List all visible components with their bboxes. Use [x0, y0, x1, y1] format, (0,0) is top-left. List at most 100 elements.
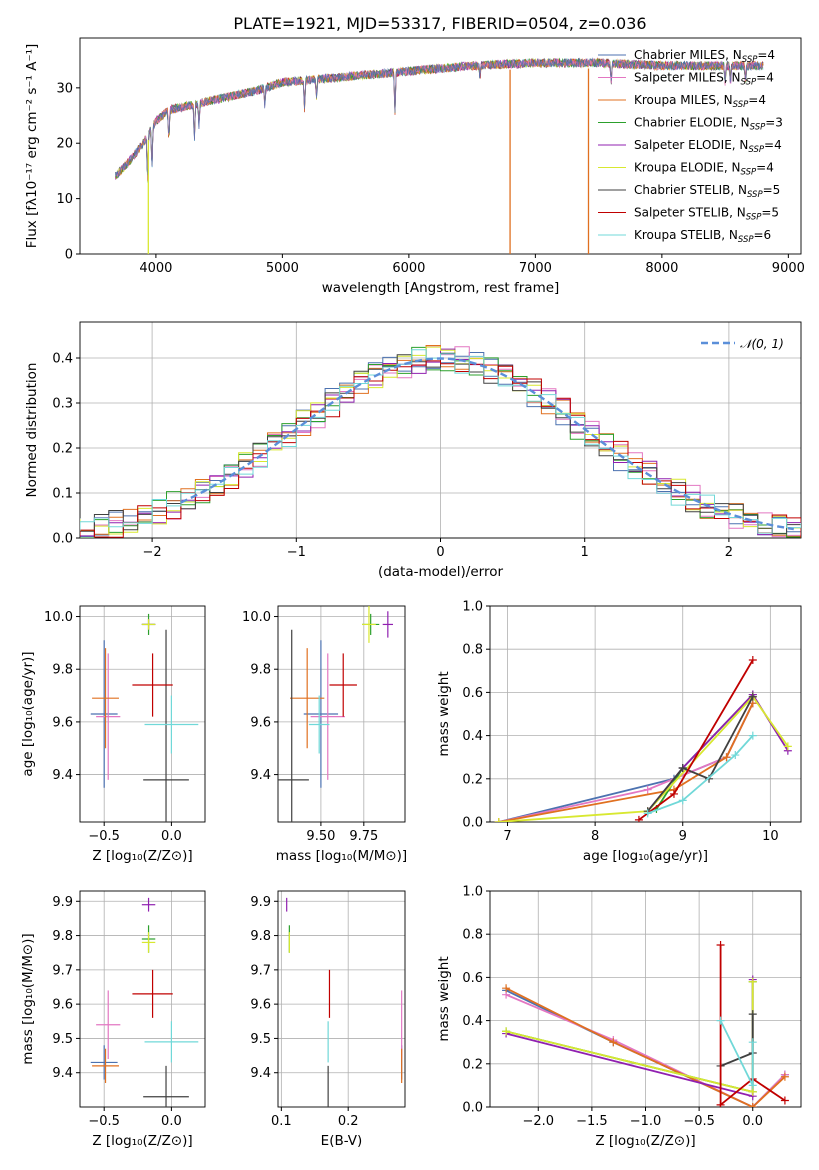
x-axis-label: (data-model)/error — [378, 564, 504, 580]
weight-marker-salpeter_stelib — [748, 656, 757, 664]
x-tick-label: 9.50 — [306, 829, 335, 844]
axes-frame — [79, 605, 206, 823]
weight-marker-kroupa_miles — [722, 753, 731, 762]
x-axis-label: wavelength [Angstrom, rest frame] — [322, 280, 560, 296]
y-tick-label: 1.0 — [462, 600, 483, 615]
legend-entry: Kroupa ELODIE, NSSP=4 — [634, 161, 774, 178]
legend-sub: SSP — [750, 123, 766, 133]
age_vs_mass-axes: 9.50 9.75 9.4 9.6 9.8 10.0 mass [log₁₀(M/M⊙)] — [242, 605, 407, 864]
y-tick-label: 30 — [56, 81, 73, 96]
y-tick-label: 0 — [65, 248, 73, 263]
weight-marker-salpeter_miles — [643, 785, 652, 794]
x-tick-label: 8000 — [645, 261, 678, 276]
legend-label: Salpeter ELODIE, N — [634, 138, 748, 152]
legend-tail: =6 — [754, 228, 772, 242]
y-tick-label: 9.6 — [52, 715, 73, 730]
x-tick-label: −1 — [287, 545, 306, 560]
legend-label: Salpeter STELIB, N — [634, 206, 746, 220]
y-tick-label: 9.8 — [52, 929, 73, 944]
legend-sub: SSP — [741, 78, 757, 88]
x-tick-label: −1.0 — [630, 1114, 662, 1129]
age_vs_mass-plot — [278, 606, 393, 822]
x-tick-label: 0.2 — [338, 1114, 359, 1129]
weight-line-salpeter_stelib — [719, 945, 786, 1107]
x-tick-label: 9.75 — [349, 829, 378, 844]
axes-frame — [277, 605, 406, 823]
axes-frame — [79, 890, 206, 1108]
x-tick-label: −1.5 — [576, 1114, 608, 1129]
x-tick-label: 0.1 — [271, 1114, 292, 1129]
y-tick-label: 9.4 — [52, 768, 73, 783]
weight-marker-chabrier_stelib — [748, 692, 757, 701]
weight-marker-kroupa_stelib — [748, 731, 757, 740]
x-tick-label: 7 — [503, 829, 511, 844]
mass_vs_ebv-axes: 0.1 0.2 9.4 9.5 9.6 9.7 9.8 9.9 E(B-V) — [250, 890, 406, 1149]
y-tick-label: 0.4 — [462, 729, 483, 744]
legend-label: Chabrier MILES, N — [634, 48, 742, 62]
mass_vs_Z-axes: −0.5 0.0 9.4 9.5 9.6 9.7 9.8 9.9 Z [log₁₀(Z/Z⊙)]… — [20, 890, 206, 1149]
weight-line-chabrier_stelib — [720, 1014, 754, 1067]
weight-line-salpeter_elodie — [505, 979, 754, 1098]
weight_vs_Z-plot — [502, 941, 789, 1107]
y-axis-label: age [log₁₀(age/yr)] — [20, 651, 36, 776]
y-tick-label: 0.2 — [462, 1057, 483, 1072]
legend-tail: =4 — [748, 93, 766, 107]
y-tick-label: 1.0 — [462, 885, 483, 900]
legend-tail: =5 — [761, 206, 779, 220]
x-tick-label: −2.0 — [522, 1114, 554, 1129]
y-tick-label: 9.9 — [250, 895, 271, 910]
x-tick-label: 0.0 — [161, 829, 182, 844]
residuals-axes: −2 −1 0 1 2 0.0 0.1 0.2 0.3 0.4 (data-model)/error… — [24, 321, 802, 580]
weight-line-kroupa_miles — [498, 702, 754, 822]
weight-marker-kroupa_elodie — [783, 742, 792, 751]
y-tick-label: 10.0 — [44, 610, 73, 625]
y-tick-label: 0.6 — [462, 686, 483, 701]
x-axis-label: mass [log₁₀(M/M⊙)] — [276, 848, 407, 864]
axes-frame — [79, 321, 802, 539]
y-tick-label: 0.2 — [462, 772, 483, 787]
y-tick-label: 0.4 — [462, 1014, 483, 1029]
y-tick-label: 9.7 — [250, 963, 271, 978]
y-tick-label: 9.8 — [52, 663, 73, 678]
y-tick-label: 9.6 — [52, 998, 73, 1013]
weight-marker-kroupa_stelib — [716, 1016, 725, 1025]
legend-entry: Salpeter MILES, NSSP=4 — [634, 71, 774, 88]
legend-sub: SSP — [748, 145, 764, 155]
y-tick-label: 9.7 — [52, 963, 73, 978]
weight-marker-kroupa_stelib — [643, 809, 652, 818]
x-tick-label: 5000 — [266, 261, 299, 276]
spectrum-line-chabrier_miles — [115, 57, 764, 178]
weight-marker-kroupa_miles — [748, 1103, 757, 1107]
y-axis-label: mass weight — [436, 956, 452, 1041]
weight-marker-kroupa_stelib — [678, 796, 687, 805]
x-tick-label: −0.5 — [88, 1114, 120, 1129]
weight-marker-salpeter_stelib — [716, 941, 725, 949]
legend-tail: =3 — [765, 116, 783, 130]
y-tick-label: 9.4 — [52, 1066, 73, 1081]
weight-marker-kroupa_elodie — [502, 1027, 511, 1036]
y-tick-label: 0.0 — [52, 532, 73, 547]
y-tick-label: 0.8 — [462, 928, 483, 943]
y-tick-label: 10.0 — [242, 610, 271, 625]
x-tick-label: 1 — [581, 545, 589, 560]
legend-label: Kroupa ELODIE, N — [634, 161, 741, 175]
x-tick-label: 9000 — [772, 261, 805, 276]
legend-entry: Kroupa STELIB, NSSP=6 — [634, 228, 771, 245]
x-tick-label: −0.5 — [683, 1114, 715, 1129]
legend-label: Kroupa STELIB, N — [634, 228, 738, 242]
y-axis-label: mass [log₁₀(M/M⊙)] — [20, 933, 36, 1064]
weight-marker-kroupa_stelib — [731, 751, 740, 760]
y-axis-label: Normed distribution — [24, 363, 40, 498]
weight-marker-kroupa_stelib — [748, 1081, 757, 1090]
mass_vs_ebv-plot — [286, 897, 403, 1107]
legend-sub: SSP — [733, 100, 749, 110]
weight-marker-kroupa_stelib — [748, 1038, 757, 1047]
legend-label: Kroupa MILES, N — [634, 93, 733, 107]
weight-line-salpeter_miles — [498, 702, 754, 822]
x-tick-label: −2 — [143, 545, 162, 560]
axes-frame — [277, 890, 406, 1108]
x-tick-label: −0.5 — [88, 829, 120, 844]
y-axis-label: mass weight — [436, 671, 452, 756]
y-tick-label: 9.8 — [250, 929, 271, 944]
